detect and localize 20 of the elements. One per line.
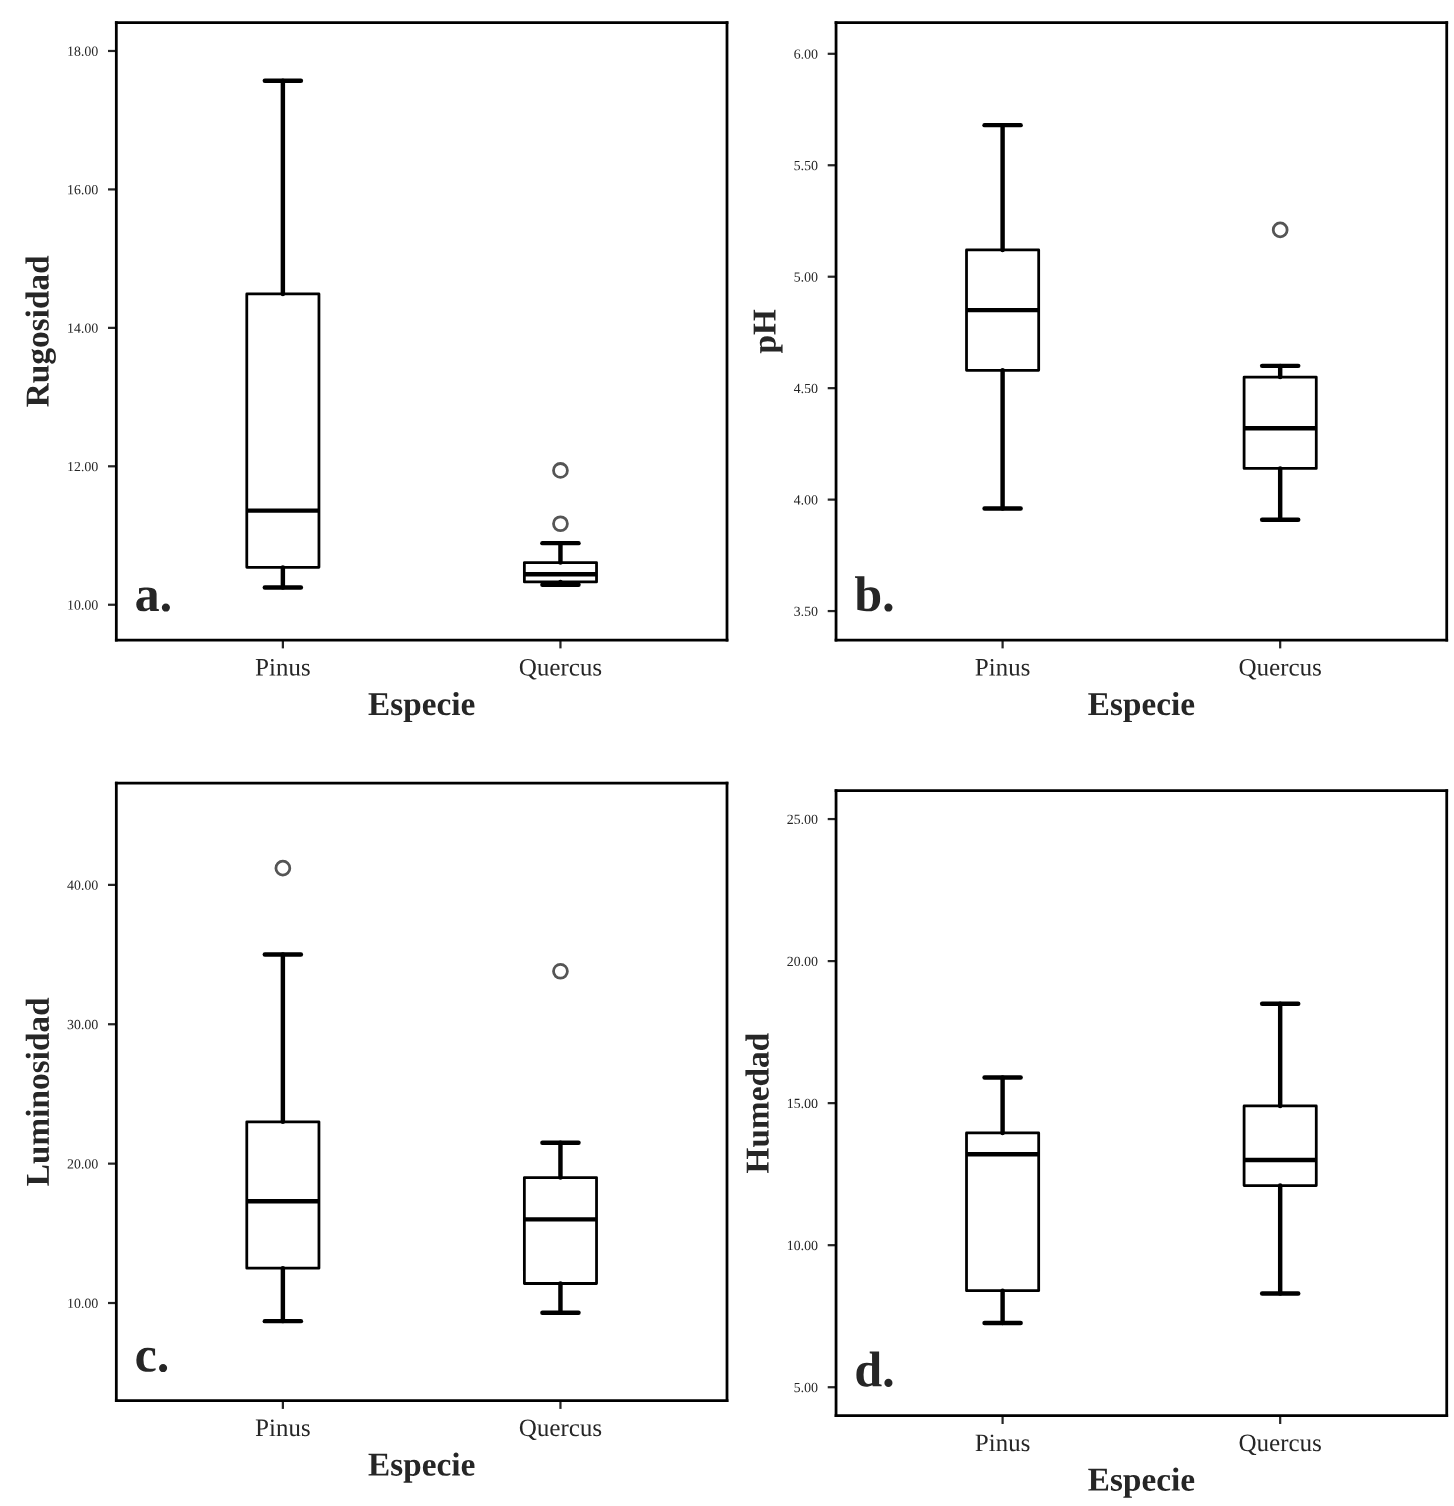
annotation: b. xyxy=(855,576,893,612)
x-tick-label: Pinus xyxy=(975,658,1030,676)
x-tick-label: Pinus xyxy=(975,1434,1030,1452)
y-axis-title: pH xyxy=(753,309,783,354)
x-tick-label: Pinus xyxy=(255,658,310,676)
x-tick-label: Quercus xyxy=(1239,1434,1321,1456)
x-tick-label: Quercus xyxy=(519,658,602,680)
annotation: d. xyxy=(856,1351,893,1387)
x-axis-title: Especie xyxy=(1088,1467,1195,1498)
x-axis-title: Especie xyxy=(1088,691,1195,723)
annotation: c. xyxy=(136,1347,168,1373)
x-tick-label: Quercus xyxy=(519,1419,602,1441)
annotation: a. xyxy=(136,587,170,612)
x-axis-title: Especie xyxy=(368,691,475,723)
y-axis-title: Humedad xyxy=(745,1033,769,1173)
x-tick-label: Quercus xyxy=(1239,658,1321,680)
x-axis-title: Especie xyxy=(368,1452,475,1483)
x-tick-label: Pinus xyxy=(255,1419,310,1437)
y-axis-title: Rugosidad xyxy=(25,255,56,407)
y-axis-title: Luminosidad xyxy=(25,997,50,1186)
